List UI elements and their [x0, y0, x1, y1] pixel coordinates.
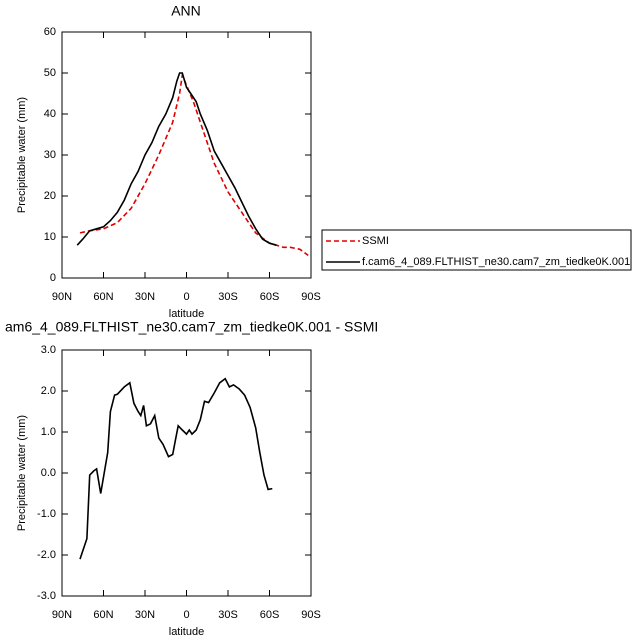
x-tick-label: 0 [183, 291, 189, 303]
legend-box [321, 229, 632, 271]
y-tick-label: 60 [44, 26, 56, 38]
legend-label: SSMI [362, 235, 389, 247]
y-tick-label: 40 [44, 108, 56, 120]
x-tick-label: 60S [260, 609, 280, 621]
y-tick-label: 0.0 [41, 467, 56, 479]
plot-frame [61, 349, 312, 597]
y-tick-label: 20 [44, 190, 56, 202]
x-tick-label: 60S [260, 291, 280, 303]
y-tick-label: 0 [50, 272, 56, 284]
y-axis-label: Precipitable water (mm) [16, 415, 28, 531]
x-tick-label: 0 [183, 609, 189, 621]
y-tick-label: 1.0 [41, 426, 56, 438]
y-tick-label: -1.0 [37, 508, 56, 520]
y-tick-label: 50 [44, 67, 56, 79]
data-line [79, 377, 273, 560]
y-axis-label: Precipitable water (mm) [16, 97, 28, 213]
x-tick-label: 30S [218, 291, 238, 303]
x-tick-label: 90S [301, 609, 321, 621]
data-line [76, 72, 277, 246]
plot-frame [61, 31, 312, 279]
y-tick-label: 2.0 [41, 385, 56, 397]
legend-label: f.cam6_4_089.FLTHIST_ne30.cam7_zm_tiedke… [362, 256, 630, 268]
x-tick-label: 60N [93, 609, 113, 621]
y-tick-label: 30 [44, 149, 56, 161]
x-tick-label: 30S [218, 609, 238, 621]
chart-title: am6_4_089.FLTHIST_ne30.cam7_zm_tiedke0K.… [5, 319, 378, 335]
x-axis-label: latitude [169, 308, 204, 320]
x-tick-label: 30N [135, 609, 155, 621]
y-tick-label: -2.0 [37, 549, 56, 561]
y-tick-label: 3.0 [41, 344, 56, 356]
x-tick-label: 30N [135, 291, 155, 303]
x-axis-label: latitude [169, 626, 204, 638]
x-tick-label: 90S [301, 291, 321, 303]
chart-title: ANN [171, 3, 201, 19]
y-tick-label: -3.0 [37, 590, 56, 602]
x-tick-label: 60N [93, 291, 113, 303]
data-line [79, 72, 309, 257]
x-tick-label: 90N [52, 291, 72, 303]
y-tick-label: 10 [44, 231, 56, 243]
x-tick-label: 90N [52, 609, 72, 621]
